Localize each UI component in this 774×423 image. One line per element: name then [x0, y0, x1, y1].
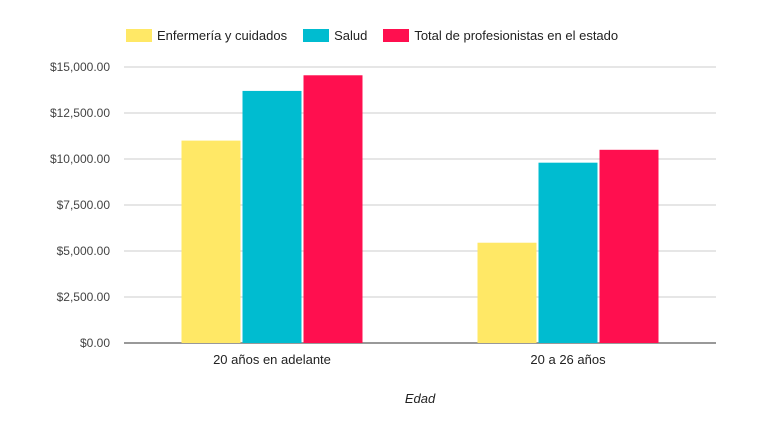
- chart-legend: Enfermería y cuidados Salud Total de pro…: [126, 28, 634, 43]
- bar[interactable]: [181, 140, 241, 343]
- bar[interactable]: [303, 75, 363, 343]
- y-tick-label: $12,500.00: [50, 106, 110, 120]
- legend-swatch-salud: [303, 29, 330, 42]
- y-tick-label: $2,500.00: [57, 290, 111, 304]
- x-axis-title: Edad: [405, 391, 436, 406]
- x-axis-categories: 20 años en adelante 20 a 26 años: [213, 352, 606, 367]
- y-tick-label: $5,000.00: [57, 244, 111, 258]
- bars: [181, 75, 659, 343]
- legend-item-total[interactable]: Total de profesionistas en el estado: [383, 28, 618, 43]
- legend-item-salud[interactable]: Salud: [303, 28, 367, 43]
- y-tick-label: $0.00: [80, 336, 110, 350]
- y-tick-label: $15,000.00: [50, 60, 110, 74]
- bar[interactable]: [477, 242, 537, 343]
- legend-label-enfermeria: Enfermería y cuidados: [157, 28, 288, 43]
- y-tick-label: $7,500.00: [57, 198, 111, 212]
- x-category-label: 20 años en adelante: [213, 352, 331, 367]
- y-axis-ticks: $0.00 $2,500.00 $5,000.00 $7,500.00 $10,000.…: [50, 60, 110, 350]
- y-tick-label: $10,000.00: [50, 152, 110, 166]
- legend-swatch-total: [383, 29, 410, 42]
- bar[interactable]: [242, 90, 302, 343]
- bar[interactable]: [599, 149, 659, 343]
- bar[interactable]: [538, 162, 598, 343]
- x-category-label: 20 a 26 años: [530, 352, 606, 367]
- legend-swatch-enfermeria: [126, 29, 152, 42]
- legend-label-salud: Salud: [334, 28, 368, 43]
- legend-item-enfermeria[interactable]: Enfermería y cuidados: [126, 28, 287, 43]
- legend-label-total: Total de profesionistas en el estado: [414, 28, 619, 43]
